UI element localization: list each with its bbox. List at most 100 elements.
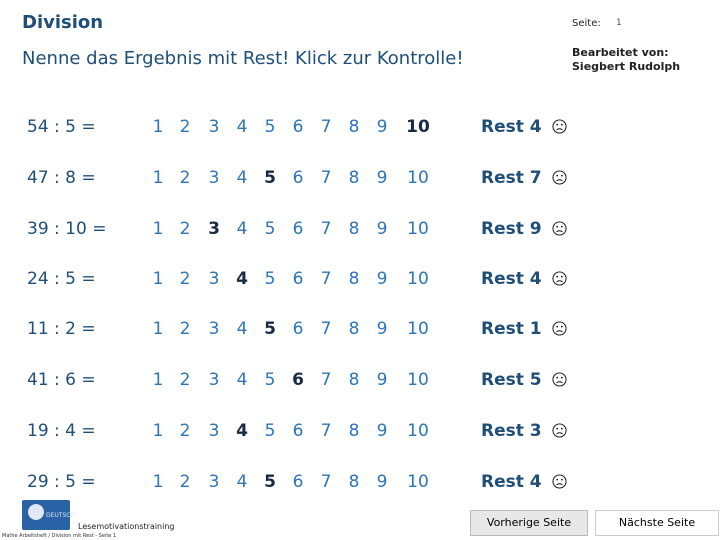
page-label: Seite: (572, 18, 601, 29)
answer-option-10[interactable]: 10 (407, 319, 429, 339)
answer-option-2[interactable]: 2 (179, 370, 191, 390)
page-title: Division (22, 12, 104, 33)
author-credit: Bearbeitet von: Siegbert Rudolph (572, 46, 680, 74)
answer-option-8[interactable]: 8 (348, 319, 360, 339)
sad-face-icon (552, 271, 567, 286)
answer-option-3[interactable]: 3 (208, 472, 220, 492)
previous-page-button[interactable]: Vorherige Seite (470, 510, 588, 536)
answer-option-10[interactable]: 10 (407, 370, 429, 390)
answer-option-10[interactable]: 10 (407, 472, 429, 492)
answer-option-1[interactable]: 1 (152, 421, 164, 441)
answer-option-7[interactable]: 7 (320, 319, 332, 339)
answer-option-6[interactable]: 6 (292, 319, 304, 339)
answer-option-2[interactable]: 2 (179, 168, 191, 188)
remainder-label: Rest 9 (481, 219, 542, 239)
answer-option-10[interactable]: 10 (406, 117, 430, 137)
answer-option-6[interactable]: 6 (292, 472, 304, 492)
answer-option-4[interactable]: 4 (236, 269, 248, 289)
answer-option-5[interactable]: 5 (264, 319, 276, 339)
answer-option-3[interactable]: 3 (208, 219, 220, 239)
answer-option-1[interactable]: 1 (152, 370, 164, 390)
answer-option-4[interactable]: 4 (236, 421, 248, 441)
sad-face-icon (552, 474, 567, 489)
answer-option-6[interactable]: 6 (292, 421, 304, 441)
answer-option-2[interactable]: 2 (179, 269, 191, 289)
answer-option-6[interactable]: 6 (292, 168, 304, 188)
remainder-label: Rest 5 (481, 370, 542, 390)
answer-option-6[interactable]: 6 (292, 117, 304, 137)
answer-option-9[interactable]: 9 (376, 319, 388, 339)
answer-option-6[interactable]: 6 (292, 219, 304, 239)
answer-option-8[interactable]: 8 (348, 370, 360, 390)
answer-option-3[interactable]: 3 (208, 421, 220, 441)
answer-option-5[interactable]: 5 (264, 269, 276, 289)
answer-option-2[interactable]: 2 (179, 421, 191, 441)
answer-option-5[interactable]: 5 (264, 117, 276, 137)
answer-option-8[interactable]: 8 (348, 117, 360, 137)
answer-option-5[interactable]: 5 (264, 168, 276, 188)
answer-option-3[interactable]: 3 (208, 370, 220, 390)
answer-option-8[interactable]: 8 (348, 219, 360, 239)
answer-option-2[interactable]: 2 (179, 117, 191, 137)
division-problem: 47 : 8 = (27, 168, 96, 188)
answer-option-1[interactable]: 1 (152, 219, 164, 239)
answer-option-4[interactable]: 4 (236, 319, 248, 339)
answer-option-7[interactable]: 7 (320, 219, 332, 239)
page-number: 1 (616, 18, 622, 28)
footnote: Mathe Arbeitsheft / Division mit Rest - … (2, 533, 117, 539)
answer-option-5[interactable]: 5 (264, 472, 276, 492)
author-name: Siegbert Rudolph (572, 60, 681, 73)
answer-option-1[interactable]: 1 (152, 319, 164, 339)
answer-option-5[interactable]: 5 (264, 370, 276, 390)
answer-option-4[interactable]: 4 (236, 472, 248, 492)
answer-option-6[interactable]: 6 (292, 269, 304, 289)
answer-option-9[interactable]: 9 (376, 421, 388, 441)
next-page-button[interactable]: Nächste Seite (595, 510, 719, 536)
answer-option-9[interactable]: 9 (376, 472, 388, 492)
answer-option-9[interactable]: 9 (376, 117, 388, 137)
answer-option-4[interactable]: 4 (236, 117, 248, 137)
answer-option-1[interactable]: 1 (152, 472, 164, 492)
answer-option-8[interactable]: 8 (348, 421, 360, 441)
answer-option-9[interactable]: 9 (376, 168, 388, 188)
answer-option-3[interactable]: 3 (208, 117, 220, 137)
answer-option-4[interactable]: 4 (236, 370, 248, 390)
answer-option-4[interactable]: 4 (236, 168, 248, 188)
author-label: Bearbeitet von: (572, 46, 669, 59)
answer-option-5[interactable]: 5 (264, 219, 276, 239)
answer-option-4[interactable]: 4 (236, 219, 248, 239)
answer-option-2[interactable]: 2 (179, 472, 191, 492)
answer-option-5[interactable]: 5 (264, 421, 276, 441)
answer-option-7[interactable]: 7 (320, 421, 332, 441)
answer-option-7[interactable]: 7 (320, 269, 332, 289)
answer-option-7[interactable]: 7 (320, 472, 332, 492)
answer-option-10[interactable]: 10 (407, 168, 429, 188)
answer-option-10[interactable]: 10 (407, 219, 429, 239)
answer-option-8[interactable]: 8 (348, 168, 360, 188)
answer-option-2[interactable]: 2 (179, 319, 191, 339)
answer-option-7[interactable]: 7 (320, 117, 332, 137)
remainder-label: Rest 7 (481, 168, 542, 188)
answer-option-3[interactable]: 3 (208, 269, 220, 289)
answer-option-10[interactable]: 10 (407, 421, 429, 441)
answer-option-6[interactable]: 6 (292, 370, 304, 390)
answer-option-9[interactable]: 9 (376, 370, 388, 390)
answer-option-9[interactable]: 9 (376, 269, 388, 289)
answer-option-2[interactable]: 2 (179, 219, 191, 239)
problem-row: 54 : 5 = 1 2 3 4 5 6 7 8 9 10 Rest 4 (0, 107, 720, 147)
division-problem: 24 : 5 = (27, 269, 96, 289)
answer-option-7[interactable]: 7 (320, 168, 332, 188)
remainder-label: Rest 4 (481, 117, 542, 137)
answer-option-10[interactable]: 10 (407, 269, 429, 289)
answer-option-1[interactable]: 1 (152, 117, 164, 137)
answer-option-1[interactable]: 1 (152, 269, 164, 289)
answer-option-8[interactable]: 8 (348, 472, 360, 492)
division-problem: 41 : 6 = (27, 370, 96, 390)
answer-option-3[interactable]: 3 (208, 168, 220, 188)
answer-option-7[interactable]: 7 (320, 370, 332, 390)
answer-option-1[interactable]: 1 (152, 168, 164, 188)
division-problem: 29 : 5 = (27, 472, 96, 492)
answer-option-9[interactable]: 9 (376, 219, 388, 239)
answer-option-3[interactable]: 3 (208, 319, 220, 339)
answer-option-8[interactable]: 8 (348, 269, 360, 289)
